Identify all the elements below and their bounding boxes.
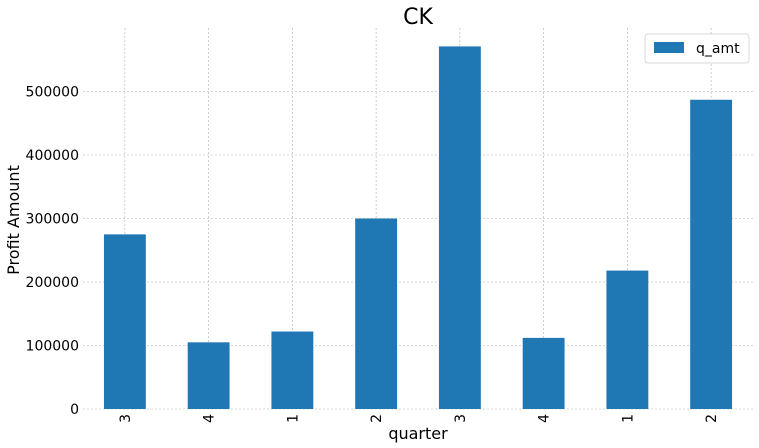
legend-frame	[644, 33, 750, 64]
grid-lines	[83, 28, 753, 410]
x-tick-label: 1	[620, 414, 636, 423]
y-tick-label: 0	[70, 402, 79, 418]
y-tick-label: 500000	[26, 85, 79, 101]
bar	[690, 99, 733, 409]
chart-title: CK	[403, 5, 433, 30]
bar	[522, 337, 565, 409]
bar	[271, 331, 314, 409]
x-tick-label: 2	[369, 414, 385, 423]
y-tick-label: 200000	[26, 275, 79, 291]
bar	[606, 270, 649, 409]
x-axis-ticks: 3 4 1 2 3 4 1 2	[118, 414, 720, 423]
x-tick-label: 4	[202, 414, 218, 423]
x-axis-label: quarter	[388, 424, 448, 443]
bars	[103, 46, 733, 409]
x-tick-label: 2	[704, 414, 720, 423]
bar	[438, 46, 481, 409]
legend-entry: q_amt	[696, 41, 740, 57]
legend-swatch	[654, 42, 684, 53]
y-tick-label: 400000	[26, 148, 79, 164]
y-tick-label: 100000	[26, 339, 79, 355]
x-tick-label: 4	[537, 414, 553, 423]
legend: q_amt	[644, 33, 750, 64]
y-axis-label: Profit Amount	[4, 165, 23, 275]
x-tick-label: 3	[453, 414, 469, 423]
y-axis-ticks: 0 100000 200000 300000 400000 500000	[26, 85, 79, 419]
bar	[103, 234, 146, 409]
bar	[355, 218, 398, 409]
x-tick-label: 1	[285, 414, 301, 423]
bar	[187, 342, 230, 409]
x-tick-label: 3	[118, 414, 134, 423]
y-tick-label: 300000	[26, 212, 79, 228]
